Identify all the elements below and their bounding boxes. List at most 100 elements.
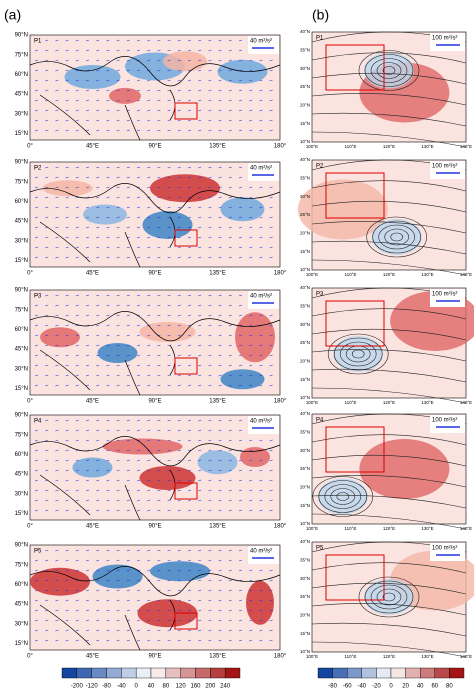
- wind-vector: [147, 186, 151, 189]
- wind-vector: [116, 89, 120, 92]
- wind-vector: [177, 256, 181, 259]
- wind-vector: [85, 119, 90, 122]
- wind-vector: [85, 364, 90, 367]
- wind-vector: [218, 119, 222, 122]
- streamline: [324, 484, 362, 509]
- colorbar-box: [376, 667, 392, 679]
- lon-tick-label: 140°E: [460, 272, 472, 277]
- streamline: [311, 72, 467, 85]
- wind-vector: [198, 89, 202, 92]
- lon-tick-label: 90°E: [148, 654, 161, 660]
- wind-vector: [136, 579, 141, 582]
- region-box: [174, 612, 198, 630]
- wind-vector: [45, 89, 49, 92]
- streamline: [384, 228, 410, 246]
- colorbar-label: 80: [162, 684, 169, 690]
- wind-vector: [45, 639, 49, 642]
- wind-vector: [269, 609, 273, 612]
- wind-vector: [208, 469, 212, 472]
- lat-tick-label: 40°N: [300, 285, 310, 290]
- wind-vector: [34, 439, 39, 442]
- colorbar-label: 40: [417, 684, 424, 690]
- wind-vector: [269, 236, 273, 239]
- wind-vector: [228, 129, 232, 132]
- wind-vector: [249, 236, 253, 239]
- wind-vector: [208, 344, 212, 347]
- wind-vector: [198, 294, 202, 297]
- wind-vector: [167, 509, 171, 512]
- wind-vector: [249, 609, 253, 612]
- wind-vector: [259, 489, 263, 492]
- wind-vector: [157, 89, 161, 92]
- wind-vector: [238, 176, 243, 179]
- wind-vector: [249, 256, 253, 259]
- wind-vector: [136, 109, 141, 112]
- wind-vector: [85, 569, 90, 572]
- wind-vector: [187, 609, 192, 612]
- wind-vector: [55, 619, 59, 622]
- wind-vector: [136, 439, 141, 442]
- wind-vector: [106, 419, 110, 422]
- wind-vector: [55, 344, 59, 347]
- wind-vector: [45, 619, 49, 622]
- wind-vector: [208, 256, 212, 259]
- wind-vector: [238, 429, 243, 432]
- wind-vector: [85, 334, 90, 337]
- lat-tick-label: 30°N: [15, 366, 28, 372]
- wind-vector: [198, 549, 202, 552]
- wind-vector: [208, 599, 212, 602]
- lat-tick-label: 10°N: [300, 395, 310, 400]
- lon-tick-label: 120°E: [383, 654, 395, 659]
- wind-vector: [157, 489, 161, 492]
- wind-vector: [157, 509, 161, 512]
- wind-vector: [75, 314, 79, 317]
- lat-tick-label: 40°N: [300, 539, 310, 544]
- wind-vector: [187, 334, 192, 337]
- wind-vector: [167, 619, 171, 622]
- colorbar-box: [195, 667, 211, 679]
- wind-vector: [198, 489, 202, 492]
- wind-vector: [45, 166, 49, 169]
- wind-vector: [218, 569, 222, 572]
- wind-vector: [198, 166, 202, 169]
- wind-vector: [228, 79, 232, 82]
- wind-vector: [34, 429, 39, 432]
- wind-vector: [75, 639, 79, 642]
- shading: [150, 174, 220, 203]
- coastline: [29, 436, 281, 521]
- wind-vector: [198, 49, 202, 52]
- wind-vector: [238, 354, 243, 357]
- wind-vector: [177, 354, 181, 357]
- wind-vector: [269, 449, 273, 452]
- wind-vector: [259, 206, 263, 209]
- wind-vector: [269, 334, 273, 337]
- wind-vector: [208, 609, 212, 612]
- wind-vector: [55, 69, 59, 72]
- wind-vector: [249, 374, 253, 377]
- wind-vector: [218, 89, 222, 92]
- wind-vector: [65, 196, 69, 199]
- wind-vector: [126, 49, 130, 52]
- wind-vector: [249, 599, 253, 602]
- wind-vector: [126, 216, 130, 219]
- wind-vector: [259, 109, 263, 112]
- wind-vector: [106, 619, 110, 622]
- wind-vector: [259, 354, 263, 357]
- wind-vector: [126, 39, 130, 42]
- wind-vector: [147, 469, 151, 472]
- wind-vector: [116, 429, 120, 432]
- wind-vector: [177, 374, 181, 377]
- wind-vector: [269, 344, 273, 347]
- streamline: [311, 513, 467, 530]
- wind-vector: [167, 589, 171, 592]
- wind-vector: [157, 559, 161, 562]
- colorbar-box: [210, 667, 226, 679]
- wind-vector: [147, 236, 151, 239]
- wind-vector: [147, 344, 151, 347]
- wind-vector: [75, 439, 79, 442]
- wind-vector: [55, 439, 59, 442]
- wind-vector: [85, 246, 90, 249]
- wind-vector: [106, 629, 110, 632]
- wind-vector: [34, 334, 39, 337]
- lon-tick-label: 100°E: [306, 272, 318, 277]
